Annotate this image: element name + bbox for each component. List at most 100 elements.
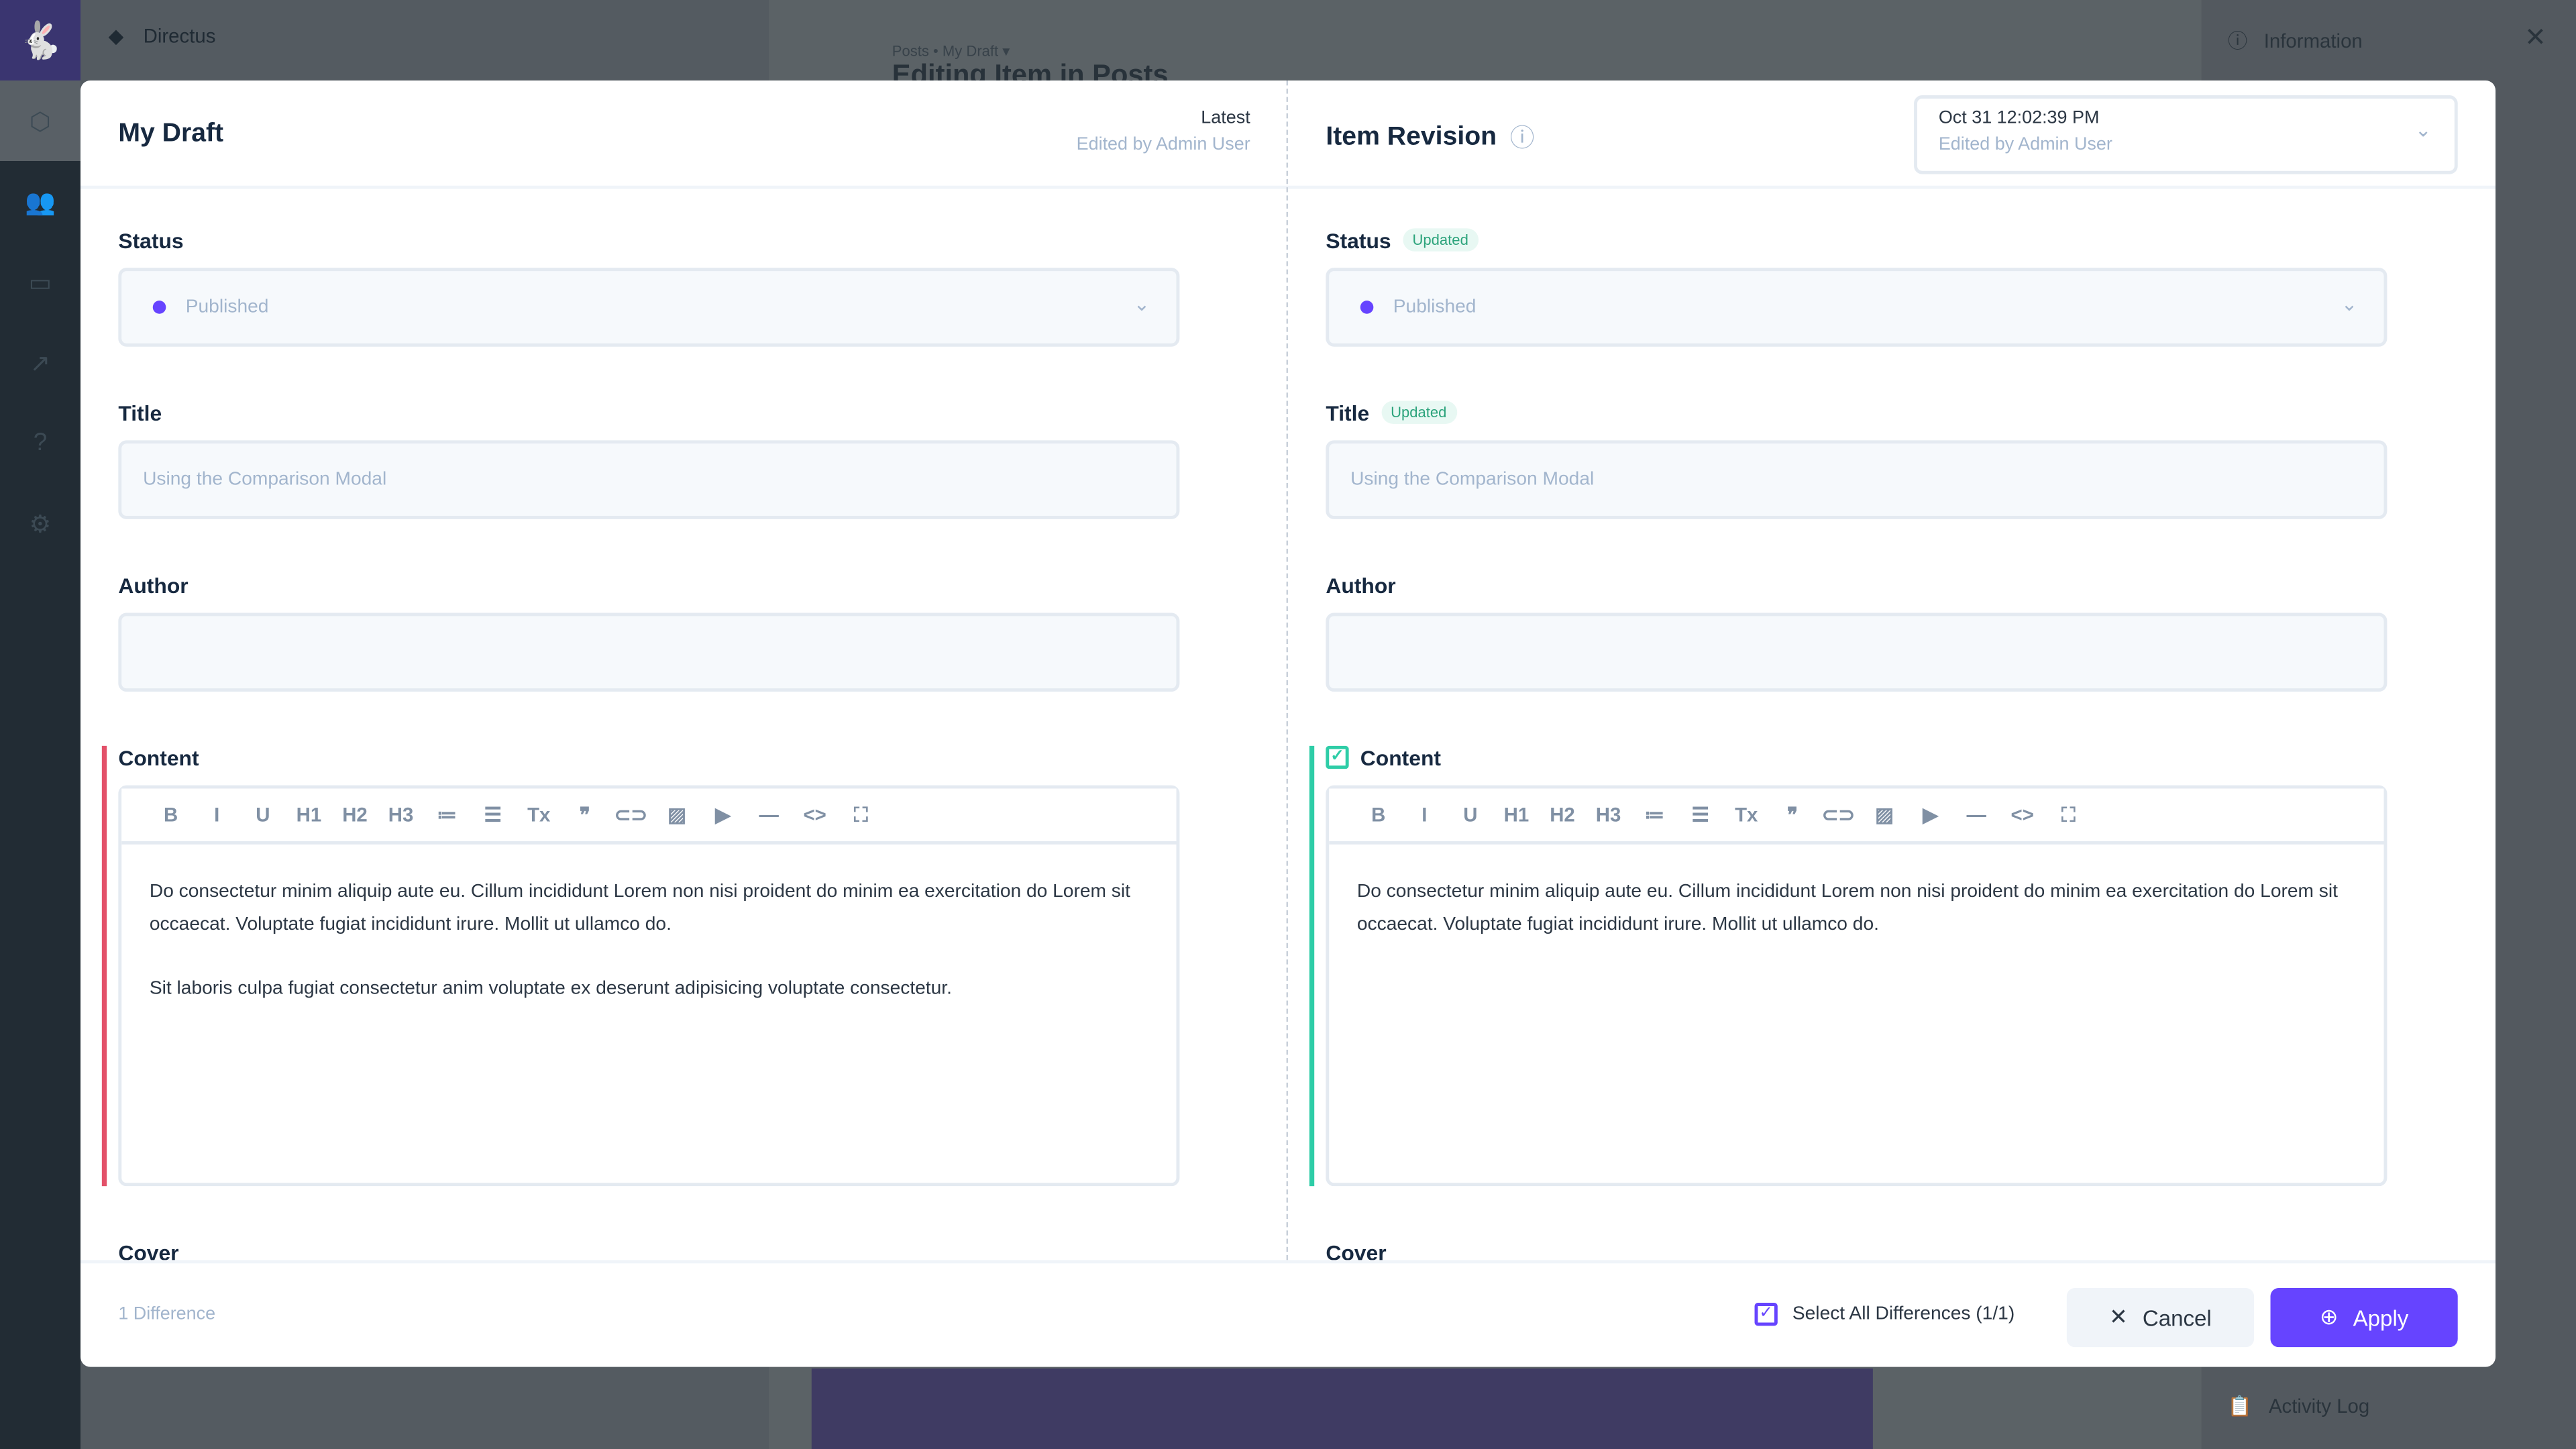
clipboard-icon: 📋	[2227, 1395, 2253, 1418]
italic-icon[interactable]: I	[1421, 803, 1428, 826]
content-body[interactable]: Do consectetur minim aliquip aute eu. Ci…	[121, 845, 1176, 1071]
info-icon: ⓘ	[2227, 30, 2248, 53]
chevron-down-icon: ⌄	[2414, 118, 2432, 142]
title-input[interactable]: Using the Comparison Modal	[118, 440, 1180, 519]
bold-icon[interactable]: B	[164, 803, 178, 826]
h3-icon[interactable]: H3	[388, 803, 414, 826]
content-editor[interactable]: B I U H1 H2 H3 ≔ ☰ Tx ❞ ⊂⊃ ▨ ▶ — <> ⛶ Do consectetur min…	[1326, 785, 2387, 1187]
blockquote-icon[interactable]: ❞	[579, 803, 590, 826]
select-all-differences[interactable]: ✓ Select All Differences (1/1)	[1754, 1303, 2015, 1326]
label-text: Title	[118, 400, 162, 425]
field-label: Cover	[1326, 1237, 2387, 1260]
underline-icon[interactable]: U	[256, 803, 270, 826]
info-icon[interactable]: ⓘ	[1509, 125, 1535, 153]
horizontal-rule-icon[interactable]: —	[759, 803, 779, 826]
image-icon[interactable]: ▨	[1875, 803, 1894, 826]
modal-footer: 1 Difference ✓ Select All Differences (1/…	[80, 1260, 2496, 1366]
link-icon[interactable]: ⊂⊃	[614, 803, 648, 826]
project-icon: ◆	[108, 24, 124, 48]
files-module-icon[interactable]: ▭	[28, 268, 52, 297]
content-editor[interactable]: B I U H1 H2 H3 ≔ ☰ Tx ❞ ⊂⊃ ▨ ▶ — <> ⛶ Do consectetur min…	[118, 785, 1180, 1187]
media-icon[interactable]: ▶	[1923, 803, 1938, 826]
h2-icon[interactable]: H2	[1550, 803, 1575, 826]
directus-logo[interactable]: 🐇	[0, 0, 81, 81]
settings-icon[interactable]: ⚙	[29, 510, 52, 539]
draft-pane: Status Published ⌄ Title Using the Compariso…	[80, 189, 1288, 1260]
field-label: Author	[118, 570, 1179, 600]
ordered-list-icon[interactable]: ≔	[437, 803, 457, 826]
bold-icon[interactable]: B	[1371, 803, 1386, 826]
revision-title: Item Revision ⓘ	[1326, 120, 1534, 154]
users-module-icon[interactable]: 👥	[25, 188, 56, 217]
apply-icon: ⊕	[2319, 1304, 2339, 1330]
field-status: Status Updated Published ⌄	[1326, 225, 2387, 347]
author-input[interactable]	[1326, 612, 2387, 692]
content-body[interactable]: Do consectetur minim aliquip aute eu. Ci…	[1329, 845, 2383, 1006]
checkbox-checked-icon[interactable]: ✓	[1754, 1303, 1778, 1326]
status-dot-icon	[1360, 301, 1374, 314]
blockquote-icon[interactable]: ❞	[1786, 803, 1798, 826]
difference-count: 1 Difference	[118, 1304, 216, 1324]
field-content: Content B I U H1 H2 H3 ≔ ☰ Tx ❞ ⊂⊃ ▨ ▶ — <> ⛶ Do consecte…	[118, 743, 1180, 1187]
link-icon[interactable]: ⊂⊃	[1821, 803, 1856, 826]
bullet-list-icon[interactable]: ☰	[484, 803, 502, 826]
label-text: Content	[1360, 745, 1442, 770]
italic-icon[interactable]: I	[214, 803, 220, 826]
content-paragraph: Do consectetur minim aliquip aute eu. Ci…	[1356, 882, 2339, 934]
h3-icon[interactable]: H3	[1595, 803, 1621, 826]
image-icon[interactable]: ▨	[667, 803, 686, 826]
field-label: Author	[1326, 570, 2387, 600]
status-select[interactable]: Published ⌄	[1326, 268, 2387, 347]
checkbox-checked-icon[interactable]: ✓	[1326, 745, 1349, 769]
ordered-list-icon[interactable]: ≔	[1644, 803, 1664, 826]
chevron-down-icon: ⌄	[1133, 292, 1150, 316]
field-cover: Cover	[1326, 1237, 2387, 1260]
cancel-button[interactable]: ✕ Cancel	[2066, 1288, 2255, 1348]
sidebar-activity-log[interactable]: 📋 Activity Log	[2227, 1395, 2370, 1418]
draft-title: My Draft	[118, 119, 224, 148]
breadcrumb[interactable]: Posts • My Draft ▾	[892, 42, 1010, 60]
label-text: Content	[118, 745, 199, 770]
content-module-icon[interactable]: ⬡	[0, 80, 81, 162]
status-dot-icon	[152, 301, 166, 314]
h1-icon[interactable]: H1	[296, 803, 322, 826]
close-icon[interactable]: ✕	[2524, 24, 2546, 53]
field-status: Status Published ⌄	[118, 225, 1180, 347]
pane-divider	[1286, 80, 1289, 1260]
status-select[interactable]: Published ⌄	[118, 268, 1180, 347]
field-label: Content	[118, 743, 1179, 772]
help-icon[interactable]: ?	[33, 429, 48, 457]
code-icon[interactable]: <>	[803, 803, 826, 826]
editor-toolbar: B I U H1 H2 H3 ≔ ☰ Tx ❞ ⊂⊃ ▨ ▶ — <> ⛶	[121, 788, 1177, 845]
fullscreen-icon[interactable]: ⛶	[2061, 802, 2076, 826]
field-label: Cover	[118, 1237, 1179, 1260]
removed-marker	[101, 745, 107, 1187]
module-nav: 🐇 ⬡ 👥 ▭ ↗ ? ⚙	[0, 0, 81, 1449]
apply-button[interactable]: ⊕ Apply	[2270, 1288, 2458, 1348]
field-label: Title Updated	[1326, 398, 2387, 427]
comparison-modal: My Draft Latest Edited by Admin User Ite…	[80, 80, 2496, 1367]
fullscreen-icon[interactable]: ⛶	[853, 802, 868, 826]
label-text: Author	[1326, 572, 1396, 598]
underline-icon[interactable]: U	[1463, 803, 1478, 826]
field-title: Title Using the Comparison Modal	[118, 398, 1180, 519]
h1-icon[interactable]: H1	[1503, 803, 1529, 826]
label-text: Title	[1326, 400, 1370, 425]
field-cover: Cover	[118, 1237, 1179, 1260]
insights-module-icon[interactable]: ↗	[30, 349, 51, 378]
code-icon[interactable]: <>	[2010, 803, 2034, 826]
title-input[interactable]: Using the Comparison Modal	[1326, 440, 2387, 519]
revision-select[interactable]: Oct 31 12:02:39 PM Edited by Admin User …	[1914, 95, 2458, 174]
h2-icon[interactable]: H2	[342, 803, 368, 826]
author-input[interactable]	[118, 612, 1180, 692]
horizontal-rule-icon[interactable]: —	[1966, 803, 1986, 826]
clear-format-icon[interactable]: Tx	[1735, 803, 1758, 826]
draft-meta: Latest Edited by Admin User	[1076, 108, 1250, 155]
sidebar-information[interactable]: ⓘ Information	[2228, 26, 2363, 54]
label-text: Cover	[118, 1239, 179, 1260]
field-label: ✓ Content	[1326, 743, 2387, 772]
bullet-list-icon[interactable]: ☰	[1691, 803, 1709, 826]
chevron-down-icon: ⌄	[2341, 292, 2358, 316]
clear-format-icon[interactable]: Tx	[527, 803, 551, 826]
media-icon[interactable]: ▶	[715, 803, 731, 826]
